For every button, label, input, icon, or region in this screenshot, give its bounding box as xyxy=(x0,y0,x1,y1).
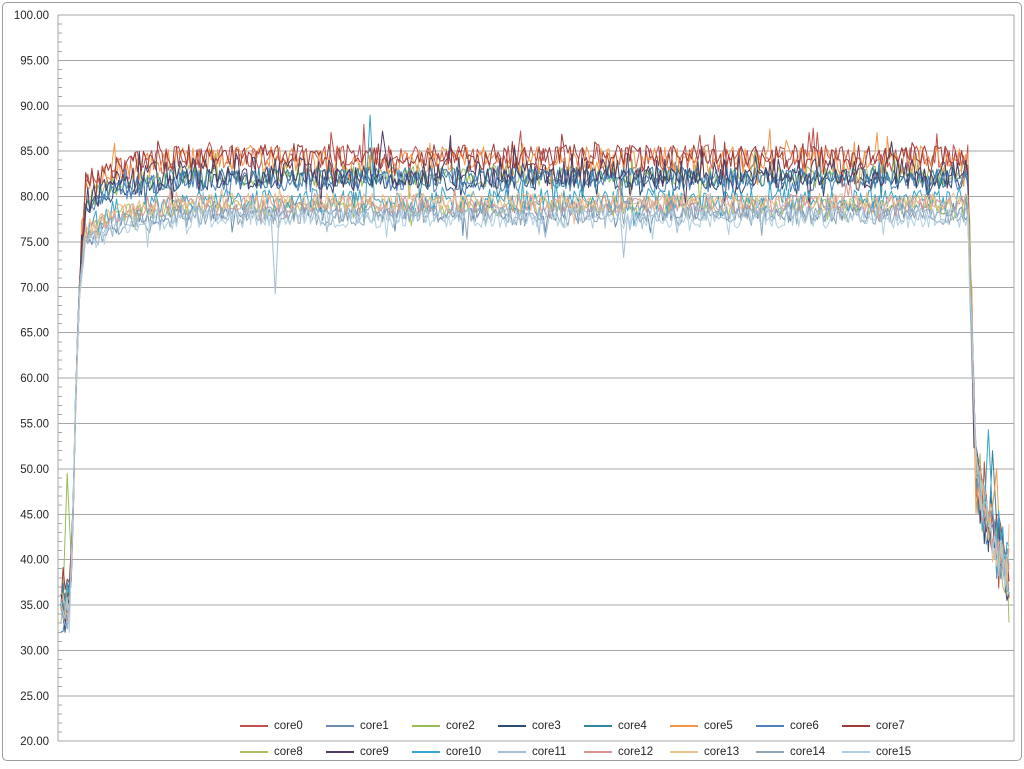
legend-line-swatch xyxy=(670,751,698,753)
legend-row: core8 core9 core10 core11 core12 core13 core14… xyxy=(240,743,940,761)
chart-legend: core0 core1 core2 core3 core4 core5 core6 core7… xyxy=(240,717,940,769)
legend-item-core15: core15 xyxy=(842,743,928,761)
series-line-core15 xyxy=(60,197,1010,633)
y-tick-label: 45.00 xyxy=(20,509,49,521)
legend-line-swatch xyxy=(842,725,870,727)
y-tick-label: 95.00 xyxy=(20,55,49,67)
legend-line-swatch xyxy=(756,751,784,753)
legend-item-core0: core0 xyxy=(240,717,326,735)
legend-label: core12 xyxy=(618,746,654,758)
series-line-core6 xyxy=(60,157,1010,633)
series-line-core12 xyxy=(60,179,1010,618)
legend-line-swatch xyxy=(412,751,440,753)
series-line-core8 xyxy=(60,188,1010,623)
y-tick-label: 35.00 xyxy=(20,600,49,612)
legend-label: core5 xyxy=(704,720,733,732)
legend-item-core13: core13 xyxy=(670,743,756,761)
legend-item-core4: core4 xyxy=(584,717,670,735)
legend-line-swatch xyxy=(326,751,354,753)
legend-label: core2 xyxy=(446,720,475,732)
legend-label: core14 xyxy=(790,746,826,758)
series-line-core7 xyxy=(60,133,1010,606)
series-line-core4 xyxy=(60,161,1010,611)
legend-line-swatch xyxy=(498,751,526,753)
legend-label: core7 xyxy=(876,720,905,732)
legend-label: core8 xyxy=(274,746,303,758)
series-line-core13 xyxy=(60,186,1010,609)
legend-label: core11 xyxy=(532,746,567,758)
series-line-core1 xyxy=(60,191,1010,614)
legend-item-core10: core10 xyxy=(412,743,498,761)
series-line-core3 xyxy=(60,155,1010,633)
legend-label: core6 xyxy=(790,720,819,732)
legend-label: core9 xyxy=(360,746,389,758)
legend-item-core14: core14 xyxy=(756,743,842,761)
legend-item-core3: core3 xyxy=(498,717,584,735)
legend-row: core0 core1 core2 core3 core4 core5 core6 core7 xyxy=(240,717,940,735)
y-tick-label: 40.00 xyxy=(20,555,49,567)
y-tick-label: 65.00 xyxy=(20,328,49,340)
legend-line-swatch xyxy=(412,725,440,727)
y-tick-label: 80.00 xyxy=(20,192,49,204)
legend-item-core1: core1 xyxy=(326,717,412,735)
legend-line-swatch xyxy=(240,751,268,753)
legend-label: core3 xyxy=(532,720,561,732)
series-line-core14 xyxy=(60,193,1010,618)
y-tick-label: 25.00 xyxy=(20,691,49,703)
legend-line-swatch xyxy=(584,725,612,727)
legend-line-swatch xyxy=(498,725,526,727)
legend-item-core2: core2 xyxy=(412,717,498,735)
legend-item-core9: core9 xyxy=(326,743,412,761)
legend-line-swatch xyxy=(756,725,784,727)
legend-line-swatch xyxy=(240,725,268,727)
y-tick-label: 85.00 xyxy=(20,146,49,158)
legend-item-core11: core11 xyxy=(498,743,584,761)
y-tick-label: 90.00 xyxy=(20,101,49,113)
y-tick-label: 70.00 xyxy=(20,282,49,294)
legend-line-swatch xyxy=(584,751,612,753)
legend-label: core0 xyxy=(274,720,303,732)
legend-label: core4 xyxy=(618,720,647,732)
legend-item-core6: core6 xyxy=(756,717,842,735)
legend-line-swatch xyxy=(842,751,870,753)
y-tick-label: 75.00 xyxy=(20,237,49,249)
line-chart: 100.00 95.00 90.00 85.00 80.00 75.00 70.00 65.0… xyxy=(14,10,1015,748)
legend-item-core12: core12 xyxy=(584,743,670,761)
legend-item-core5: core5 xyxy=(670,717,756,735)
legend-label: core15 xyxy=(876,746,912,758)
legend-label: core10 xyxy=(446,746,482,758)
legend-line-swatch xyxy=(326,725,354,727)
y-tick-label: 20.00 xyxy=(20,736,49,748)
y-tick-label: 100.00 xyxy=(14,10,49,22)
y-tick-label: 50.00 xyxy=(20,464,49,476)
legend-label: core13 xyxy=(704,746,740,758)
series-line-core9 xyxy=(60,130,1010,627)
series-line-core11 xyxy=(60,191,1010,628)
legend-item-core8: core8 xyxy=(240,743,326,761)
y-tick-label: 30.00 xyxy=(20,645,49,657)
legend-item-core7: core7 xyxy=(842,717,928,735)
y-tick-label: 60.00 xyxy=(20,373,49,385)
legend-line-swatch xyxy=(670,725,698,727)
y-tick-label: 55.00 xyxy=(20,418,49,430)
legend-label: core1 xyxy=(360,720,389,732)
